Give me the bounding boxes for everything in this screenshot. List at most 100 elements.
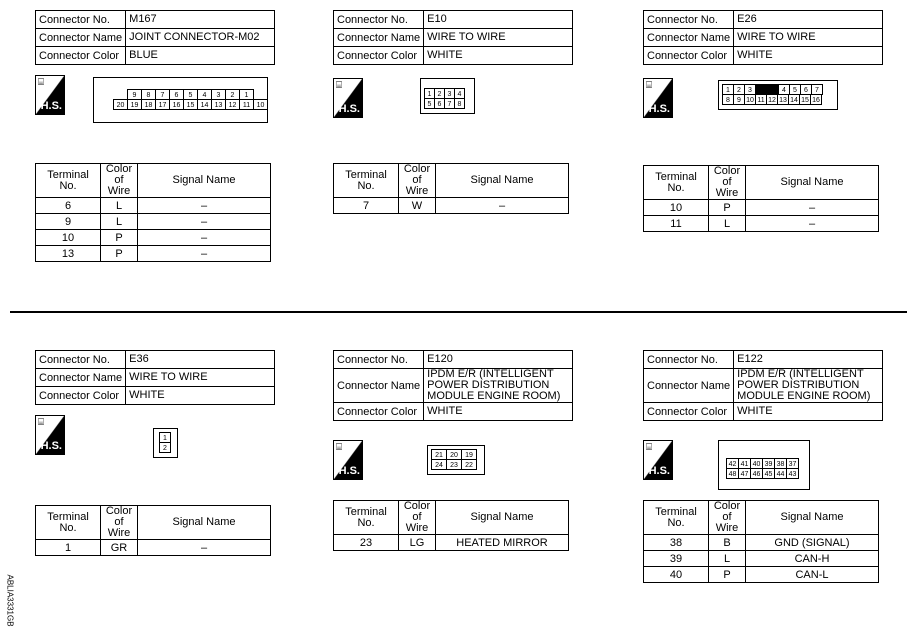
connector-info-table: Connector No. E10 Connector Name WIRE TO WI… xyxy=(332,10,574,65)
pin-row: 8 9 10 11 12 13 14 15 16 xyxy=(722,94,823,105)
connector-name-row: Connector Name WIRE TO WIRE xyxy=(34,368,276,387)
hs-label: H.S. xyxy=(648,103,670,115)
terminal-no-cell: 11 xyxy=(643,215,709,232)
table-row: 9 L – xyxy=(35,213,271,230)
connector-name-label: Connector Name xyxy=(332,368,425,403)
connector-symbol-icon: ⌸ xyxy=(38,77,44,88)
harness-side-icon: ⌸ H.S. xyxy=(333,440,363,480)
connector-symbol-icon: ⌸ xyxy=(646,80,652,91)
pin: 43 xyxy=(786,468,799,479)
connector-color-row: Connector Color WHITE xyxy=(642,402,884,421)
connector-color-value: WHITE xyxy=(733,46,884,65)
hs-label: H.S. xyxy=(338,465,360,477)
connector-name-label: Connector Name xyxy=(34,28,127,47)
connector-color-row: Connector Color BLUE xyxy=(34,46,276,65)
connector-number-label: Connector No. xyxy=(332,350,425,369)
terminal-table: Terminal No. Color of Wire Signal Name 1 GR – xyxy=(35,505,271,556)
pin: 16 xyxy=(169,99,184,110)
pin: 20 xyxy=(113,99,128,110)
terminal-no-cell: 38 xyxy=(643,534,709,551)
terminal-header-row: Terminal No. Color of Wire Signal Name xyxy=(35,505,271,540)
pin: 13 xyxy=(211,99,226,110)
terminal-table: Terminal No. Color of Wire Signal Name 38 B G… xyxy=(643,500,879,583)
signal-name-cell: – xyxy=(137,213,271,230)
terminal-no-cell: 7 xyxy=(333,197,399,214)
pin: 18 xyxy=(141,99,156,110)
connector-color-row: Connector Color WHITE xyxy=(642,46,884,65)
hs-label: H.S. xyxy=(338,103,360,115)
terminal-no-cell: 6 xyxy=(35,197,101,214)
wire-color-cell: B xyxy=(708,534,746,551)
connector-color-value: WHITE xyxy=(125,386,276,405)
terminal-table: Terminal No. Color of Wire Signal Name 23 LG… xyxy=(333,500,569,551)
connector-name-value: JOINT CONNECTOR-M02 xyxy=(125,28,276,47)
connector-number-row: Connector No. M167 xyxy=(34,10,276,29)
connector-number-value: E26 xyxy=(733,10,884,29)
connector-number-row: Connector No. E36 xyxy=(34,350,276,369)
terminal-header-row: Terminal No. Color of Wire Signal Name xyxy=(643,500,879,535)
connector-name-row: Connector Name JOINT CONNECTOR-M02 xyxy=(34,28,276,47)
connector-number-label: Connector No. xyxy=(642,350,735,369)
connector-symbol-icon: ⌸ xyxy=(38,417,44,428)
signal-name-header: Signal Name xyxy=(745,165,879,200)
pin-grid: 1 2 3 4 5 6 7 8 9 10 11 12 13 14 15 16 xyxy=(722,84,823,105)
connector-color-value: BLUE xyxy=(125,46,276,65)
color-of-wire-header: Color of Wire xyxy=(398,500,436,535)
terminal-no-cell: 40 xyxy=(643,566,709,583)
connector-color-value: WHITE xyxy=(423,46,574,65)
connector-name-value: IPDM E/R (INTELLIGENT POWER DISTRIBUTION… xyxy=(423,368,574,403)
connector-number-label: Connector No. xyxy=(332,10,425,29)
hs-label: H.S. xyxy=(40,100,62,112)
harness-side-icon: ⌸ H.S. xyxy=(643,78,673,118)
pin-row: 48 47 46 45 44 43 xyxy=(726,468,799,479)
connector-name-row: Connector Name WIRE TO WIRE xyxy=(332,28,574,47)
terminal-no-cell: 10 xyxy=(35,229,101,246)
pin: 11 xyxy=(239,99,254,110)
table-row: 10 P – xyxy=(643,199,879,216)
pin-row: 2 xyxy=(159,442,171,453)
wire-color-cell: L xyxy=(708,215,746,232)
table-row: 11 L – xyxy=(643,215,879,232)
signal-name-cell: – xyxy=(137,229,271,246)
connector-number-value: E36 xyxy=(125,350,276,369)
pin: 22 xyxy=(461,459,477,470)
table-row: 40 P CAN-L xyxy=(643,566,879,583)
pin: 10 xyxy=(253,99,268,110)
connector-info-table: Connector No. M167 Connector Name JOINT CON… xyxy=(34,10,276,65)
pin-grid: 42 41 40 39 38 37 48 47 46 45 44 43 xyxy=(726,458,799,479)
signal-name-header: Signal Name xyxy=(435,500,569,535)
signal-name-cell: GND (SIGNAL) xyxy=(745,534,879,551)
terminal-header-row: Terminal No. Color of Wire Signal Name xyxy=(35,163,271,198)
connector-number-label: Connector No. xyxy=(642,10,735,29)
harness-side-icon: ⌸ H.S. xyxy=(643,440,673,480)
terminal-table: Terminal No. Color of Wire Signal Name 7 W – xyxy=(333,163,569,214)
terminal-no-cell: 13 xyxy=(35,245,101,262)
connector-info-table: Connector No. E120 Connector Name IPDM E/R … xyxy=(332,350,574,421)
table-row: 6 L – xyxy=(35,197,271,214)
connector-name-row: Connector Name IPDM E/R (INTELLIGENT POWE… xyxy=(642,368,884,403)
connector-color-value: WHITE xyxy=(733,402,884,421)
pin: 16 xyxy=(810,94,822,105)
pin: 12 xyxy=(225,99,240,110)
connector-symbol-icon: ⌸ xyxy=(646,442,652,453)
color-of-wire-header: Color of Wire xyxy=(708,500,746,535)
pin: 24 xyxy=(431,459,447,470)
signal-name-header: Signal Name xyxy=(137,505,271,540)
color-of-wire-header: Color of Wire xyxy=(708,165,746,200)
pin: 23 xyxy=(446,459,462,470)
connector-face-diagram: 9 8 7 6 5 4 3 2 1 20 19 18 17 16 15 14 13 12 11 10 xyxy=(93,77,268,123)
connector-color-value: WHITE xyxy=(423,402,574,421)
terminal-no-cell: 39 xyxy=(643,550,709,567)
signal-name-header: Signal Name xyxy=(745,500,879,535)
terminal-no-cell: 10 xyxy=(643,199,709,216)
terminal-no-header: Terminal No. xyxy=(643,500,709,535)
connector-number-value: E10 xyxy=(423,10,574,29)
harness-side-icon: ⌸ H.S. xyxy=(35,75,65,115)
pin-grid: 21 20 19 24 23 22 xyxy=(431,449,477,470)
signal-name-cell: – xyxy=(137,245,271,262)
connector-name-label: Connector Name xyxy=(34,368,127,387)
connector-number-row: Connector No. E26 xyxy=(642,10,884,29)
